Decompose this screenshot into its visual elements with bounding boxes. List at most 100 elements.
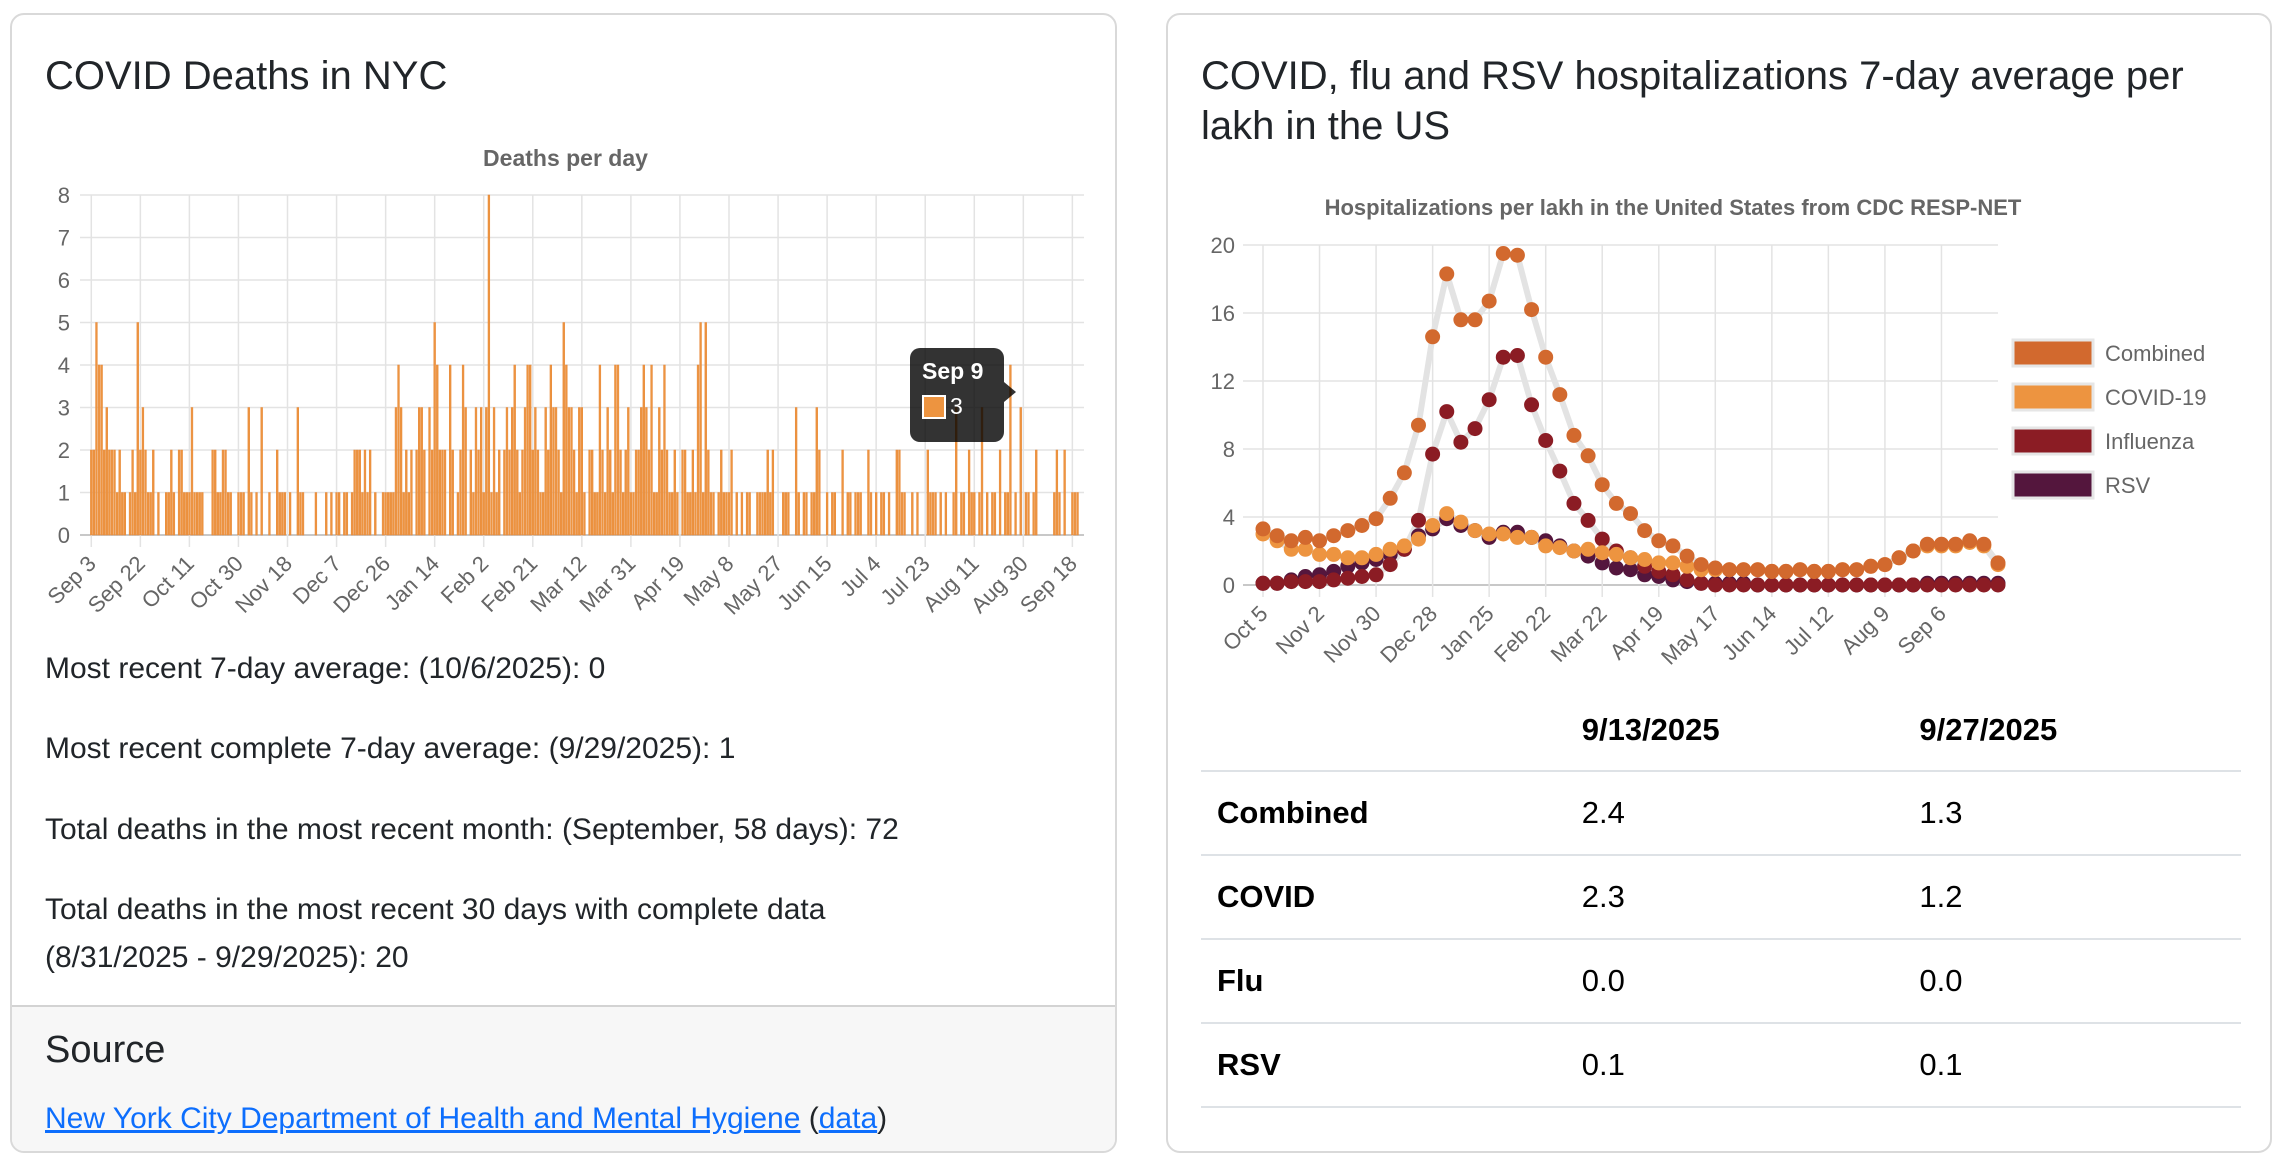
paren-close: ) <box>877 1102 888 1135</box>
data-point-influenza <box>1594 531 1610 547</box>
data-point-combined <box>1976 536 1992 552</box>
bar <box>278 492 281 536</box>
data-point-combined <box>1269 528 1285 544</box>
bar <box>567 407 571 536</box>
bar <box>436 364 439 536</box>
legend-label: COVID-19 <box>2105 385 2206 410</box>
bar <box>745 492 749 536</box>
x-tick-label: Dec 28 <box>1375 601 1442 668</box>
bar <box>526 364 529 536</box>
bar <box>474 407 478 536</box>
data-point-covid-19 <box>1340 550 1356 566</box>
bar <box>926 449 929 536</box>
bar <box>384 492 387 536</box>
bar <box>498 449 501 536</box>
bar <box>973 492 976 536</box>
bar <box>758 492 762 536</box>
bar <box>281 492 284 536</box>
bar <box>193 492 196 536</box>
table-cell: 2.3 <box>1565 855 1904 940</box>
bar <box>771 449 775 536</box>
bar <box>609 449 612 536</box>
data-point-covid-19 <box>1580 541 1596 557</box>
bar <box>389 492 392 536</box>
bar <box>95 322 98 536</box>
y-tick-label: 1 <box>58 481 70 506</box>
bar <box>177 449 181 536</box>
bar <box>195 492 199 536</box>
bar <box>647 449 651 536</box>
data-point-combined <box>1707 560 1723 576</box>
bar <box>113 449 116 536</box>
source-link[interactable]: New York City Department of Health and M… <box>45 1102 801 1135</box>
row-label: Combined <box>1201 771 1566 856</box>
data-point-covid-19 <box>1594 545 1610 561</box>
bar <box>722 492 725 536</box>
data-point-combined <box>1552 387 1568 403</box>
bar <box>363 449 367 536</box>
bar <box>642 364 645 536</box>
bar <box>681 449 684 536</box>
bar <box>652 492 656 536</box>
bar <box>655 492 658 536</box>
bar <box>960 492 963 536</box>
row-label: COVID <box>1201 855 1566 940</box>
bar <box>805 492 808 536</box>
bar <box>967 449 971 536</box>
data-point-combined <box>1340 523 1356 539</box>
bar <box>477 449 480 536</box>
x-tick-label: Sep 6 <box>1893 601 1951 659</box>
bar <box>686 492 689 536</box>
y-tick-label: 20 <box>1211 233 1235 258</box>
bar <box>887 492 891 536</box>
bar <box>242 492 245 536</box>
bar <box>1009 364 1012 536</box>
x-tick-label: Jan 25 <box>1434 601 1498 665</box>
bar <box>211 449 214 536</box>
bar <box>1014 492 1017 536</box>
data-point-combined <box>1495 246 1511 261</box>
data-point-combined <box>1806 563 1822 579</box>
data-point-combined <box>1990 555 2006 571</box>
bar <box>560 492 563 536</box>
bar <box>1035 449 1038 536</box>
bar <box>503 449 506 536</box>
bar <box>552 407 555 536</box>
x-tick-label: Jun 15 <box>772 551 836 615</box>
table-cell: 2.4 <box>1565 771 1904 856</box>
bar <box>523 407 527 536</box>
bar <box>276 449 279 536</box>
bar <box>663 364 666 536</box>
hospitalizations-card: COVID, flu and RSV hospitalizations 7-da… <box>1166 13 2272 1153</box>
data-point-influenza <box>1948 577 1964 593</box>
bar <box>991 492 994 536</box>
paren-open: ( <box>808 1102 819 1135</box>
bar <box>492 407 496 536</box>
card-title: COVID, flu and RSV hospitalizations 7-da… <box>1201 54 2184 148</box>
data-point-combined <box>1665 538 1681 554</box>
bar <box>485 407 488 536</box>
bar <box>665 449 669 536</box>
data-point-combined <box>1948 536 1964 552</box>
bar <box>399 407 403 536</box>
y-tick-label: 5 <box>58 311 70 336</box>
bar <box>534 407 537 536</box>
bar <box>702 492 705 536</box>
bar <box>603 492 607 536</box>
table-header <box>1201 690 1566 772</box>
x-tick-label: Mar 22 <box>1546 601 1612 667</box>
data-point-combined <box>1637 523 1653 539</box>
bar <box>557 449 560 536</box>
bar <box>818 449 821 536</box>
data-point-influenza <box>1707 577 1723 593</box>
data-point-covid-19 <box>1481 526 1497 542</box>
data-link[interactable]: data <box>818 1102 878 1135</box>
bar <box>521 449 524 536</box>
bar <box>188 492 191 536</box>
data-point-combined <box>1792 562 1808 578</box>
bar <box>180 449 183 536</box>
x-tick-label: May 17 <box>1656 601 1725 670</box>
bar <box>529 364 532 536</box>
